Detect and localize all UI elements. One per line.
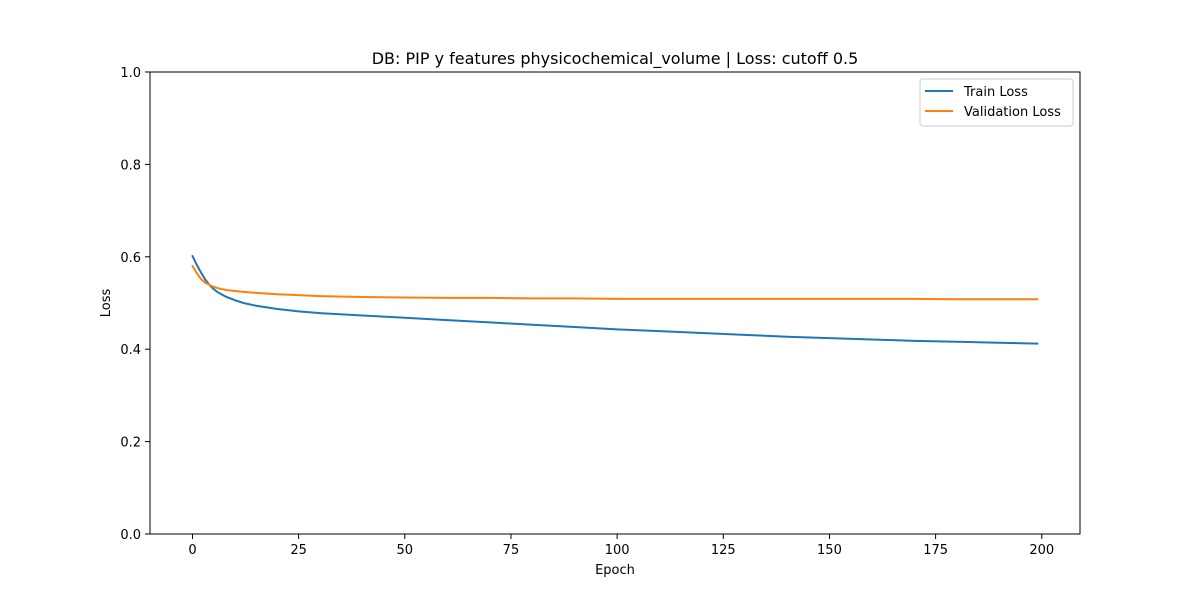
series-line-validation-loss <box>191 265 1039 301</box>
y-tick-label: 0.6 <box>120 251 141 266</box>
series-layer <box>191 254 1039 345</box>
y-axis-label: Loss <box>99 289 114 318</box>
y-tick-label: 1.0 <box>120 66 141 81</box>
plot-frame <box>149 71 1081 535</box>
x-tick-label: 0 <box>188 543 196 558</box>
y-axis: 0.0 0.2 0.4 0.6 0.8 1.0 <box>120 66 150 543</box>
chart-title: DB: PIP y features physicochemical_volum… <box>372 49 859 69</box>
legend-box <box>919 78 1074 127</box>
x-tick-label: 125 <box>711 543 736 558</box>
series-line-train-loss <box>191 254 1039 345</box>
x-tick-label: 100 <box>605 543 630 558</box>
y-tick-label: 0.0 <box>120 528 141 543</box>
x-axis-label: Epoch <box>595 563 635 578</box>
y-tick-label: 0.4 <box>120 343 141 358</box>
x-tick-label: 25 <box>290 543 307 558</box>
legend: Train Loss Validation Loss <box>919 78 1074 127</box>
legend-label-validation-loss: Validation Loss <box>964 105 1061 120</box>
y-tick-label: 0.2 <box>120 436 141 451</box>
x-tick-label: 200 <box>1029 543 1054 558</box>
x-tick-label: 150 <box>817 543 842 558</box>
x-tick-label: 75 <box>503 543 520 558</box>
x-tick-label: 50 <box>397 543 414 558</box>
y-tick-label: 0.8 <box>120 158 141 173</box>
x-axis: 0 25 50 75 100 125 150 175 200 <box>188 534 1054 558</box>
x-tick-label: 175 <box>923 543 948 558</box>
legend-label-train-loss: Train Loss <box>963 85 1028 100</box>
